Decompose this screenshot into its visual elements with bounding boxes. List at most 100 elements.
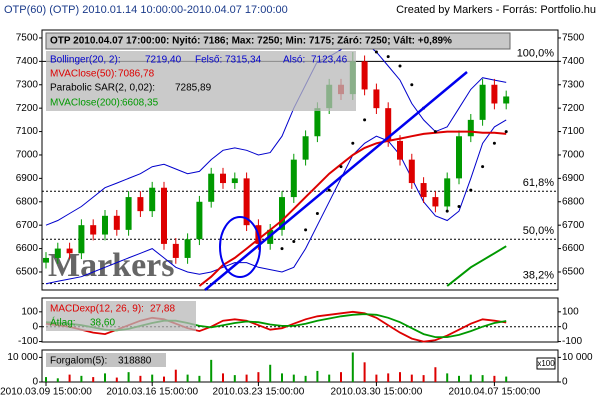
y-tick-label: 0 (32, 321, 38, 332)
x-tick-label: 2010.03.30 15:00:00 (331, 387, 423, 398)
y-tick-label: 7500 (562, 33, 585, 44)
y-tick-label: 7400 (16, 56, 39, 67)
legend-value: 6608,35 (122, 98, 159, 109)
candle-body (208, 173, 215, 202)
volume-bar (210, 359, 213, 382)
candle-body (43, 257, 49, 263)
candle-body (172, 243, 179, 258)
volume-bar (245, 374, 248, 382)
legend-label: MACDexp(12, 26, 9): (50, 304, 144, 315)
y-tick-label: 6700 (562, 220, 585, 231)
candle-body (231, 178, 238, 184)
volume-bar (434, 367, 437, 382)
macd-legend-box (46, 301, 196, 331)
candle-body (279, 197, 285, 230)
candle-body (491, 84, 498, 104)
sar-dot (481, 165, 485, 169)
candle-body (420, 183, 427, 198)
legend-label: Parabolic SAR(2, 0,02): (50, 83, 155, 94)
sar-dot (469, 188, 473, 192)
sar-dot (280, 247, 284, 251)
candle-body (503, 96, 510, 104)
y-tick-label: 7300 (16, 79, 39, 90)
volume-bar (139, 375, 142, 382)
candle-body (397, 140, 403, 160)
legend-value: 27,88 (150, 304, 175, 315)
y-tick-label: 7000 (562, 150, 585, 161)
sar-dot (339, 165, 343, 169)
candle-body (408, 159, 415, 184)
volume-bar (257, 372, 260, 382)
info-text: OTP 2010.04.07 17:00:00: Nyitó: 7186; Ma… (50, 36, 452, 47)
y-tick-label: 6800 (562, 196, 585, 207)
y-tick-label: 7200 (562, 103, 585, 114)
volume-bar (151, 374, 154, 382)
ma200-line (446, 245, 507, 287)
main-panel (41, 29, 559, 291)
candle-body (220, 173, 226, 184)
volume-bar (316, 370, 319, 382)
volume-bar (446, 373, 449, 382)
y-tick-label: -100 (18, 336, 38, 347)
y-tick-label: 6600 (16, 243, 39, 254)
volume-bar (198, 375, 201, 382)
candle-body (149, 187, 156, 212)
candle-body (444, 178, 451, 207)
macd-panel (41, 297, 559, 343)
sar-dot (492, 141, 496, 145)
volume-bar (163, 376, 165, 382)
legend-label: Alsó: (283, 55, 305, 66)
candle-body (361, 61, 368, 90)
legend-value: 7123,46 (311, 55, 348, 66)
volume-bar (233, 375, 236, 382)
info-box (45, 32, 511, 50)
candle-body (161, 187, 167, 244)
volume-bar (481, 375, 484, 382)
y-tick-label: 0 (32, 377, 38, 388)
candle-body (290, 159, 297, 198)
sar-dot (445, 209, 449, 213)
highlight-ellipse (219, 216, 261, 278)
candle-body (125, 197, 132, 230)
volume-bar (281, 373, 283, 382)
volume-bar (222, 373, 224, 382)
sar-dot (292, 240, 296, 244)
y-tick-label: 7300 (562, 79, 585, 90)
y-tick-label: 10 000 (7, 352, 38, 363)
y-tick-label: 7100 (16, 126, 39, 137)
sar-dot (504, 130, 508, 134)
volume-bar (115, 377, 118, 382)
candle-body (373, 89, 380, 109)
sar-dot (374, 50, 378, 54)
x-tick-label: 2010.04.07 15:00:00 (449, 387, 541, 398)
legend-label: Forgalom(5): (50, 356, 107, 367)
y-tick-label: 7000 (16, 150, 39, 161)
volume-bar (375, 374, 378, 382)
candle-body (467, 119, 474, 137)
y-tick-label: 6500 (562, 267, 585, 278)
legend-label: Felső: (195, 55, 222, 66)
candle-body (243, 178, 250, 226)
legend-label: Átlag: (50, 316, 76, 329)
x-tick-label: 2010.03.23 15:00:00 (213, 387, 305, 398)
candle-body (102, 215, 108, 235)
sar-dot (304, 228, 308, 232)
legend-value: 7285,89 (175, 83, 212, 94)
candle-body (54, 248, 61, 258)
ma50-line (198, 130, 507, 287)
sar-dot (351, 141, 355, 145)
candle-body (137, 197, 144, 212)
volume-bar (469, 374, 472, 382)
candle-body (113, 215, 120, 230)
legend-value: 7219,40 (145, 55, 182, 66)
y-tick-label: 6500 (16, 267, 39, 278)
candle-body (184, 239, 191, 258)
y-tick-label: 6700 (16, 220, 39, 231)
volume-bar (56, 378, 59, 382)
y-tick-label: 10 000 (562, 352, 593, 363)
volume-bar (92, 377, 95, 382)
volume-bar (493, 375, 496, 382)
candle-body (66, 248, 73, 254)
bollinger-upper (45, 37, 507, 226)
